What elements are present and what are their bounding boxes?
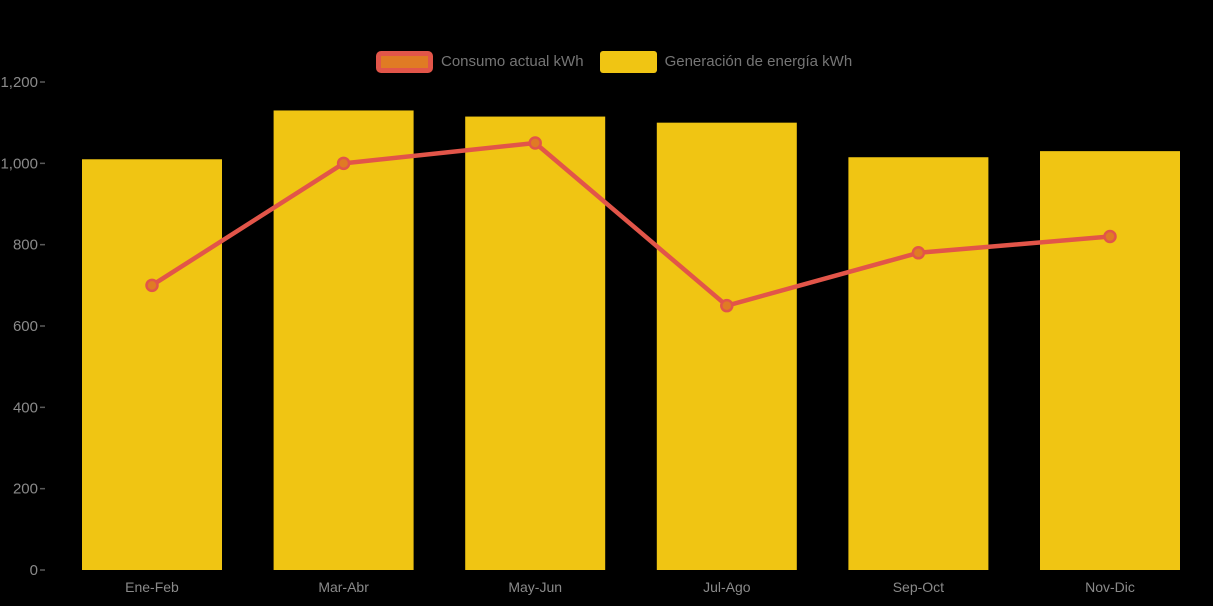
- data-point-Mar-Abr[interactable]: [336, 156, 351, 171]
- data-point-Jul-Ago[interactable]: [720, 298, 734, 313]
- y-axis-tick-label: 1,000: [0, 155, 38, 172]
- legend-label-generacion-energia: Generación de energía kWh: [664, 53, 853, 70]
- bar-May-Jun[interactable]: [465, 116, 606, 571]
- x-axis-category-label: Nov-Dic: [1085, 579, 1135, 595]
- consumption-line: [149, 140, 1113, 308]
- x-axis-category-label: Sep-Oct: [893, 579, 944, 595]
- y-axis-tick-label: 1,200: [0, 74, 38, 91]
- x-axis-category-label: Jul-Ago: [703, 579, 751, 595]
- data-point-Sep-Oct[interactable]: [911, 246, 926, 260]
- data-point-May-Jun[interactable]: [528, 136, 542, 150]
- x-axis-category-label: Ene-Feb: [125, 579, 179, 595]
- x-axis-category-label: May-Jun: [508, 579, 562, 595]
- bar-Mar-Abr[interactable]: [273, 110, 414, 570]
- legend: Consumo actual kWh Generación de energía…: [376, 51, 852, 73]
- bar-Ene-Feb[interactable]: [82, 159, 222, 570]
- bar-Jul-Ago[interactable]: [656, 122, 797, 571]
- data-point-Nov-Dic[interactable]: [1103, 229, 1117, 244]
- y-axis-tick-label: 200: [13, 481, 38, 498]
- y-axis-tick-label: 600: [13, 318, 38, 335]
- legend-label-consumo-actual: Consumo actual kWh: [441, 53, 584, 70]
- legend-item-generacion-energia[interactable]: Generación de energía kWh: [599, 51, 853, 73]
- y-axis-tick-label: 400: [13, 399, 38, 416]
- y-axis-tick-label: 0: [30, 562, 38, 579]
- bar-series-legend-marker: [599, 51, 657, 73]
- bar-Sep-Oct[interactable]: [848, 157, 989, 570]
- y-axis-tick-label: 800: [13, 237, 38, 254]
- data-point-Ene-Feb[interactable]: [145, 278, 159, 293]
- line-series-legend-marker: [376, 51, 433, 73]
- legend-item-consumo-actual[interactable]: Consumo actual kWh: [376, 51, 584, 73]
- bar-Nov-Dic[interactable]: [1040, 151, 1180, 570]
- x-axis-category-label: Mar-Abr: [318, 579, 369, 595]
